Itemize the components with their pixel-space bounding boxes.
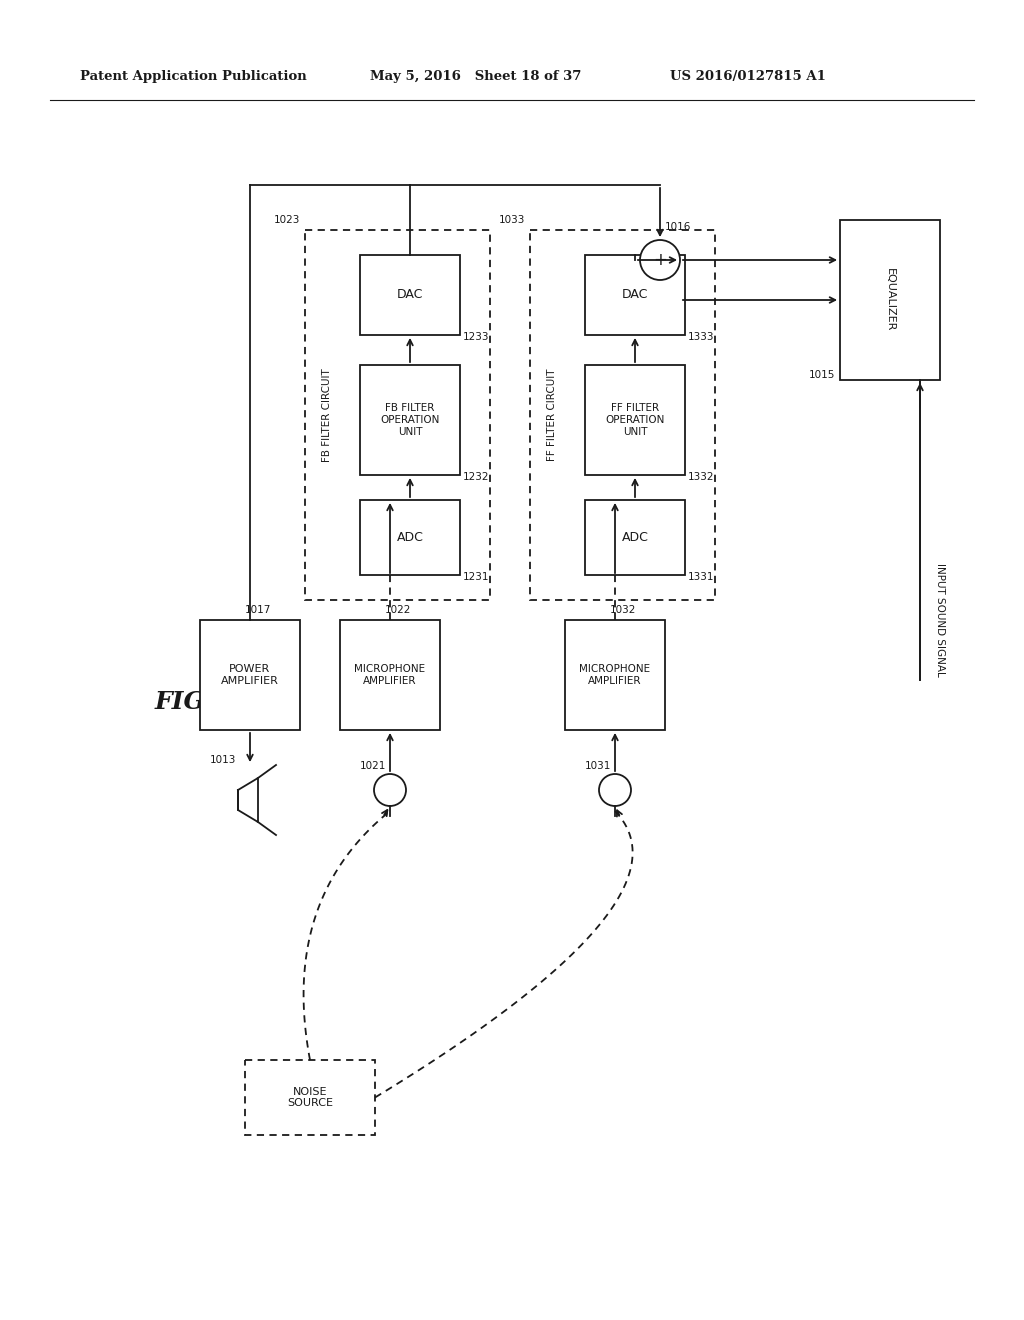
Text: 1333: 1333 [688, 333, 715, 342]
Text: 1033: 1033 [499, 215, 525, 224]
Text: DAC: DAC [622, 289, 648, 301]
Text: INPUT SOUND SIGNAL: INPUT SOUND SIGNAL [935, 564, 945, 677]
Bar [360, 500, 460, 576]
Text: +: + [653, 251, 667, 269]
Bar [585, 500, 685, 576]
Text: 1032: 1032 [610, 605, 636, 615]
Text: 1231: 1231 [463, 572, 489, 582]
Text: FIG. 18: FIG. 18 [155, 690, 257, 714]
Text: Patent Application Publication: Patent Application Publication [80, 70, 307, 83]
Polygon shape [238, 777, 258, 822]
Text: ADC: ADC [622, 531, 648, 544]
Text: 1232: 1232 [463, 473, 489, 482]
Bar [360, 366, 460, 475]
Text: 1031: 1031 [585, 762, 611, 771]
Text: DAC: DAC [397, 289, 423, 301]
Bar [840, 220, 940, 380]
Text: FB FILTER CIRCUIT: FB FILTER CIRCUIT [322, 368, 332, 462]
Text: FF FILTER
OPERATION
UNIT: FF FILTER OPERATION UNIT [605, 404, 665, 437]
Text: US 2016/0127815 A1: US 2016/0127815 A1 [670, 70, 826, 83]
Bar [340, 620, 440, 730]
Bar [360, 255, 460, 335]
Text: NOISE
SOURCE: NOISE SOURCE [287, 1086, 333, 1109]
Bar [585, 366, 685, 475]
Text: 1331: 1331 [688, 572, 715, 582]
Text: ADC: ADC [396, 531, 424, 544]
Text: MICROPHONE
AMPLIFIER: MICROPHONE AMPLIFIER [354, 664, 426, 686]
Text: 1332: 1332 [688, 473, 715, 482]
Bar [200, 620, 300, 730]
Bar [585, 255, 685, 335]
Text: FB FILTER
OPERATION
UNIT: FB FILTER OPERATION UNIT [380, 404, 439, 437]
Bar [245, 1060, 375, 1135]
Text: 1023: 1023 [273, 215, 300, 224]
Bar [305, 230, 490, 601]
Text: 1021: 1021 [360, 762, 386, 771]
Bar [530, 230, 715, 601]
Text: FF FILTER CIRCUIT: FF FILTER CIRCUIT [547, 368, 557, 461]
Text: EQUALIZER: EQUALIZER [885, 268, 895, 331]
Circle shape [599, 774, 631, 807]
Text: May 5, 2016   Sheet 18 of 37: May 5, 2016 Sheet 18 of 37 [370, 70, 582, 83]
Text: 1013: 1013 [210, 755, 237, 766]
Text: 1017: 1017 [245, 605, 271, 615]
Bar [565, 620, 665, 730]
Text: 1016: 1016 [665, 222, 691, 232]
Text: MICROPHONE
AMPLIFIER: MICROPHONE AMPLIFIER [580, 664, 650, 686]
Text: POWER
AMPLIFIER: POWER AMPLIFIER [221, 664, 279, 686]
Text: 1022: 1022 [385, 605, 412, 615]
Text: 1015: 1015 [809, 370, 835, 380]
Text: 1233: 1233 [463, 333, 489, 342]
Circle shape [640, 240, 680, 280]
Circle shape [374, 774, 406, 807]
